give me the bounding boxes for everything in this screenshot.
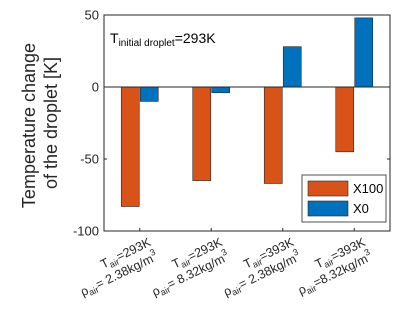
initial-temperature-annotation: Tinitial droplet=293K xyxy=(110,30,216,49)
legend-swatch-x100 xyxy=(307,180,349,197)
y-tick-label: 50 xyxy=(85,8,99,23)
annotation-sub: initial droplet xyxy=(119,38,175,49)
category-density-exponent: 3 xyxy=(363,247,372,258)
category-density-sub: air xyxy=(87,284,100,297)
y-tick-label: -100 xyxy=(73,224,99,239)
bar-x0-2 xyxy=(211,86,231,94)
annotation-rest: =293K xyxy=(175,30,217,46)
plot-frame xyxy=(103,14,391,232)
legend: X100 X0 xyxy=(301,174,387,223)
y-axis: 50 0 -50 -100 xyxy=(73,8,390,239)
legend-label-x0: X0 xyxy=(353,201,369,216)
bar-x0-1 xyxy=(139,86,159,102)
category-temperature-sub: air xyxy=(179,257,192,270)
y-axis-title-line-2: of the droplet [K] xyxy=(41,57,61,189)
category-density-exponent: 3 xyxy=(291,247,300,258)
legend-label-x100: X100 xyxy=(353,181,383,196)
category-temperature-sub: air xyxy=(322,257,335,270)
y-axis-title-line-1: Temperature change xyxy=(19,43,39,208)
category-density-sub: air xyxy=(305,283,318,296)
category-density-sub: air xyxy=(159,284,172,297)
bar-x100-2 xyxy=(192,86,212,181)
category-temperature-sub: air xyxy=(251,257,264,270)
y-axis-title: Temperature change of the droplet [K] xyxy=(19,38,61,208)
legend-swatch-x0 xyxy=(307,200,349,217)
y-tick-label: 0 xyxy=(92,80,99,95)
y-tick-label: -50 xyxy=(80,152,99,167)
bar-x0-3 xyxy=(282,46,302,88)
bar-x100-3 xyxy=(263,86,283,184)
category-temperature-sub: air xyxy=(108,257,121,270)
bar-x0-4 xyxy=(354,17,374,88)
category-density-exponent: 3 xyxy=(220,247,229,258)
bar-x100-1 xyxy=(120,86,140,207)
bar-x100-4 xyxy=(335,86,355,153)
category-density-sub: air xyxy=(230,284,243,297)
annotation-main: T xyxy=(110,30,119,46)
category-density-exponent: 3 xyxy=(148,247,157,258)
bars-layer xyxy=(120,17,374,207)
